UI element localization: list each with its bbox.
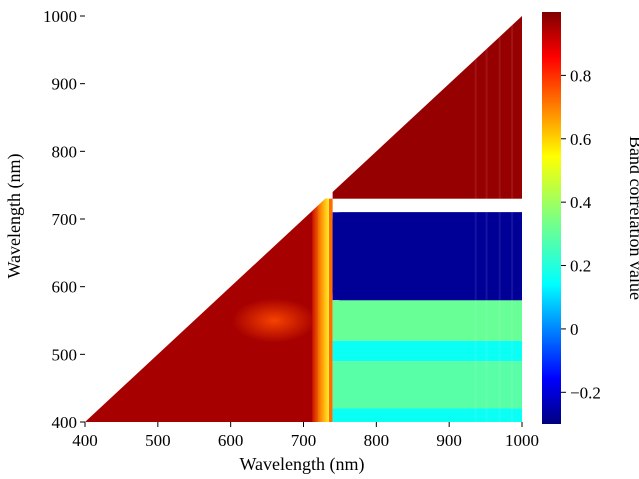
colorbar-gradient — [542, 12, 561, 424]
colorbar-tick-label: 0.2 — [570, 257, 591, 276]
heatmap-region-0 — [85, 16, 319, 422]
heatmap-region-6 — [332, 361, 522, 409]
stripe-1 — [485, 16, 488, 422]
x-tick-label: 700 — [291, 431, 317, 450]
y-tick-label: 800 — [52, 142, 78, 161]
heatmap-region-2 — [332, 16, 522, 199]
y-tick-label: 700 — [52, 210, 78, 229]
colorbar-tick-label: 0 — [570, 320, 579, 339]
x-tick-label: 500 — [145, 431, 171, 450]
y-tick-label: 400 — [52, 413, 78, 432]
y-tick-label: 500 — [52, 345, 78, 364]
y-tick-label: 1000 — [43, 7, 77, 26]
x-tick-label: 900 — [436, 431, 462, 450]
y-axis: 400 500 600 700 800 900 1000 — [43, 7, 85, 432]
x-tick-label: 800 — [364, 431, 390, 450]
colorbar-label: Band correlation value — [626, 136, 639, 300]
x-tick-label: 400 — [72, 431, 98, 450]
stripe-2 — [498, 16, 501, 422]
plot-area — [85, 16, 522, 422]
stripe-0 — [474, 16, 477, 422]
y-axis-label: Wavelength (nm) — [4, 153, 25, 278]
transition-band — [312, 198, 329, 422]
x-tick-label: 1000 — [505, 431, 539, 450]
x-axis: 400 500 600 700 800 900 1000 — [72, 422, 539, 450]
colorbar-tick-label: 0.8 — [570, 66, 591, 85]
y-tick-label: 600 — [52, 278, 78, 297]
heatmap-region-7 — [332, 408, 522, 422]
colorbar-tick-label: 0.6 — [570, 130, 591, 149]
heatmap-region-4 — [332, 300, 522, 341]
colorbar-tick-label: −0.2 — [570, 383, 601, 402]
heatmap-highlight — [232, 298, 317, 343]
heatmap-blue-core — [332, 212, 522, 301]
y-tick-label: 900 — [52, 75, 78, 94]
colorbar-tick-label: 0.4 — [570, 193, 592, 212]
heatmap-region-5 — [332, 340, 522, 362]
colorbar: −0.2 0 0.2 0.4 0.6 0.8 — [542, 12, 601, 424]
x-axis-label: Wavelength (nm) — [239, 454, 364, 475]
stripe-3 — [511, 16, 514, 422]
x-tick-label: 600 — [218, 431, 244, 450]
